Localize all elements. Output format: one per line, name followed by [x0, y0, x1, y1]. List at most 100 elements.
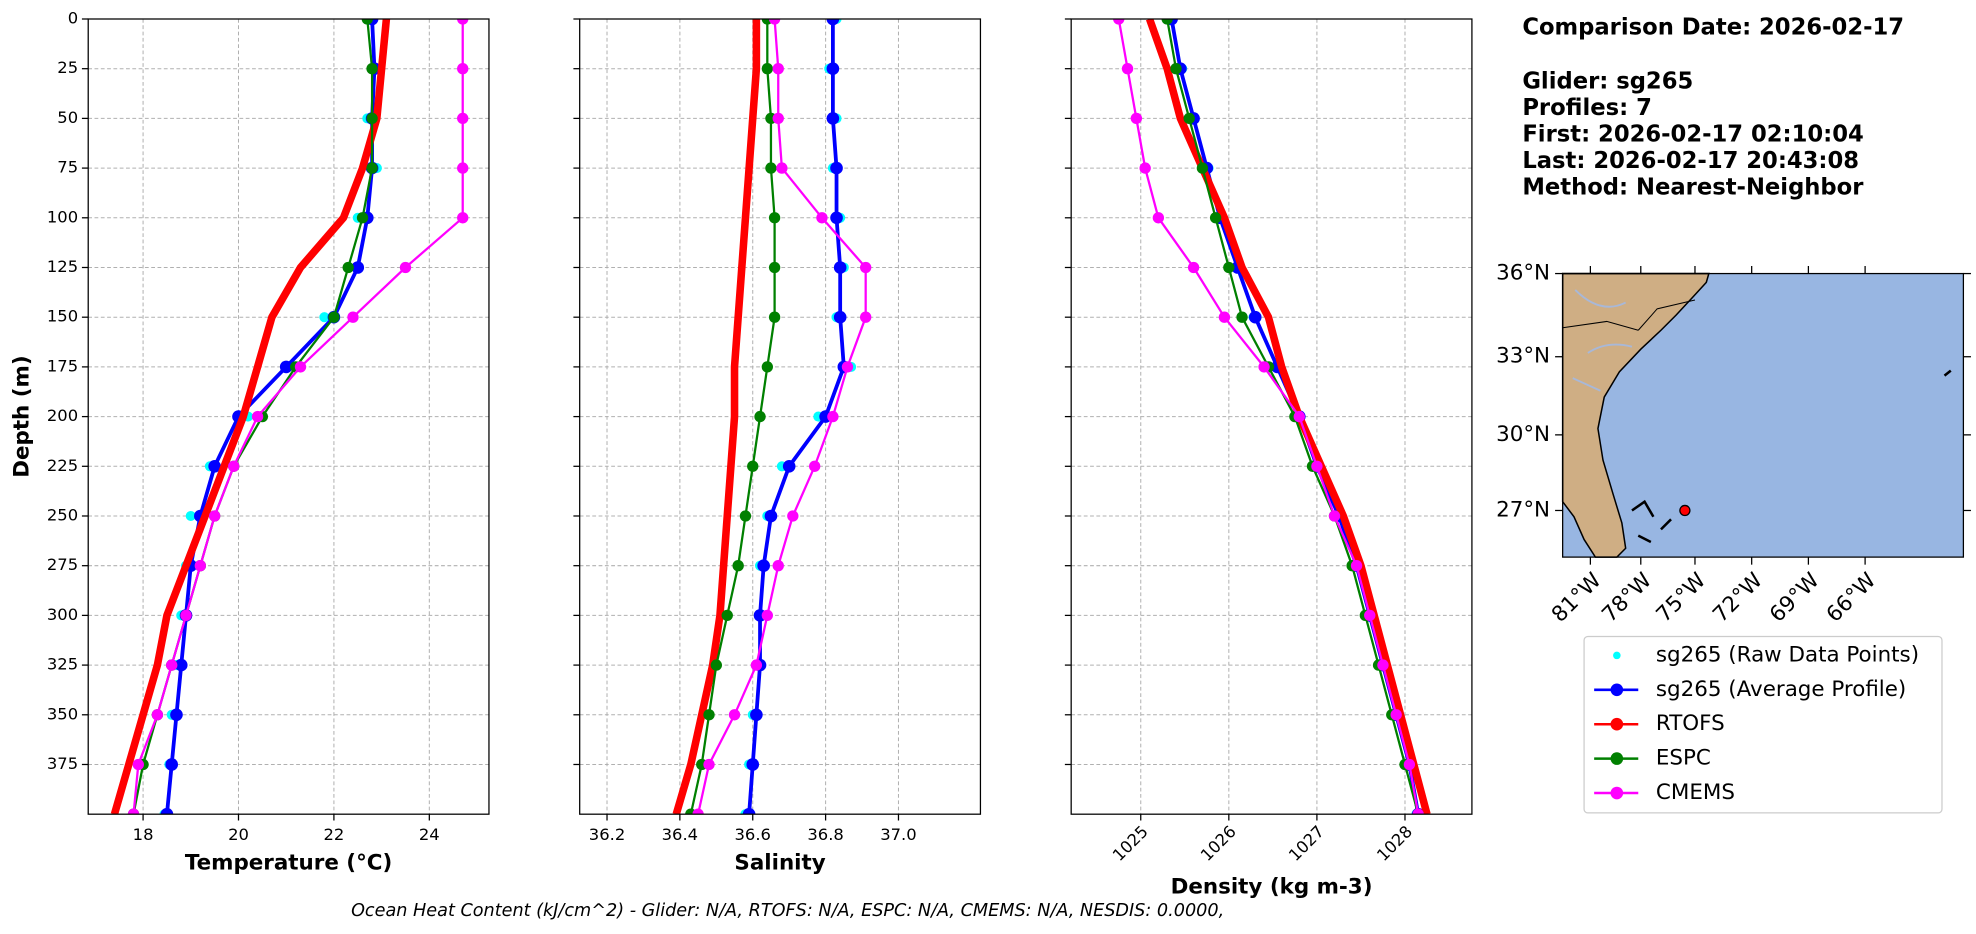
profile-marker — [1364, 609, 1376, 622]
profile-marker — [165, 758, 179, 771]
x-tick-label: 24 — [419, 825, 440, 844]
plot-area — [672, 18, 872, 815]
profile-marker — [174, 658, 188, 672]
lat-label: 36°N — [1496, 261, 1550, 286]
profile-marker — [692, 808, 704, 815]
y-tick-label: 250 — [47, 505, 78, 524]
profile-marker — [703, 758, 715, 771]
y-axis-label: Depth (m) — [10, 355, 35, 477]
land — [1561, 272, 1710, 558]
profile-marker — [1236, 311, 1248, 323]
x-tick-label: 18 — [133, 825, 154, 844]
x-tick-label: 1025 — [1109, 822, 1152, 865]
footer: Ocean Heat Content (kJ/cm^2) - Glider: N… — [351, 901, 1224, 921]
profile-marker — [841, 361, 854, 373]
profile-marker — [366, 63, 378, 75]
profile-marker — [356, 212, 369, 224]
profile-marker — [1258, 361, 1270, 373]
x-tick-label: 36.4 — [662, 825, 698, 844]
profile-marker — [457, 212, 469, 224]
profile-marker — [757, 559, 770, 572]
legend — [1583, 635, 1943, 814]
profile-marker — [166, 659, 178, 671]
profile-marker — [457, 162, 469, 174]
profile-marker — [768, 18, 781, 25]
profile-marker — [816, 212, 828, 224]
profile-marker — [1248, 310, 1262, 324]
raw-point — [185, 510, 196, 522]
profile-marker — [347, 311, 359, 323]
profile-marker — [860, 261, 872, 274]
profile-marker — [761, 361, 773, 373]
lat-label: 27°N — [1496, 497, 1550, 522]
profile-marker — [228, 460, 240, 472]
y-tick-label: 300 — [47, 605, 78, 624]
profile-marker — [739, 510, 752, 522]
profile-marker — [1412, 808, 1424, 815]
profile-marker — [1223, 261, 1235, 274]
profile-marker — [1350, 560, 1363, 572]
profile-marker — [1139, 162, 1151, 174]
lat-label: 30°N — [1496, 422, 1550, 447]
profile-marker — [457, 112, 469, 125]
lon-label: 69°W — [1765, 568, 1824, 627]
y-tick-label: 175 — [47, 356, 78, 375]
x-tick-label: 1026 — [1197, 822, 1240, 865]
lat-label: 33°N — [1496, 344, 1550, 369]
profile-marker — [1170, 63, 1182, 75]
y-tick-label: 375 — [47, 754, 78, 773]
profile-marker — [768, 261, 781, 274]
profile-marker — [351, 261, 365, 274]
x-tick-label: 36.2 — [589, 825, 625, 844]
y-tick-label: 350 — [47, 704, 78, 723]
profile-marker — [721, 609, 733, 622]
profile-marker — [833, 310, 847, 324]
y-tick-label: 125 — [47, 257, 78, 276]
profile-marker — [747, 460, 759, 472]
state-border — [1562, 299, 1696, 331]
profile-marker — [208, 459, 221, 473]
info-line: Last: 2026-02-17 20:43:08 — [1522, 148, 1859, 174]
legend-label: ESPC — [1656, 746, 1711, 771]
profile-marker — [1183, 112, 1195, 125]
profile-marker — [776, 162, 788, 174]
legend-swatch — [1610, 717, 1624, 731]
y-tick-label: 0 — [68, 8, 78, 27]
map — [1561, 272, 1965, 558]
profile-marker — [830, 211, 843, 225]
profile-marker — [782, 459, 796, 473]
y-tick-label: 200 — [47, 406, 78, 425]
legend-label: sg265 (Average Profile) — [1656, 677, 1906, 702]
profile-marker — [361, 18, 373, 25]
x-tick-label: 36.8 — [807, 825, 843, 844]
profile-marker — [710, 659, 722, 671]
profile-marker — [1328, 510, 1341, 522]
x-axis-label: Salinity — [734, 850, 825, 875]
y-tick-label: 50 — [57, 108, 78, 127]
profile-marker — [1403, 758, 1416, 771]
glider-position — [1679, 504, 1691, 517]
islands — [1631, 369, 1952, 544]
axes-frame — [87, 18, 490, 815]
profile-marker — [761, 63, 773, 75]
axes-frame — [579, 18, 982, 815]
y-tick-label: 225 — [47, 456, 78, 475]
y-tick-label: 325 — [47, 655, 78, 674]
profile-marker — [279, 360, 293, 374]
info-line: Comparison Date: 2026-02-17 — [1522, 14, 1904, 40]
info-line: First: 2026-02-17 02:10:04 — [1522, 121, 1863, 147]
profile-marker — [809, 460, 821, 472]
y-tick-label: 100 — [47, 207, 78, 226]
legend-swatch — [1610, 752, 1624, 765]
profile-marker — [1161, 18, 1173, 25]
profile-marker — [826, 18, 840, 26]
profile-marker — [754, 410, 766, 423]
y-tick-label: 150 — [47, 307, 78, 326]
lon-label: 72°W — [1708, 568, 1767, 627]
profile-marker — [1130, 112, 1143, 125]
profile-marker — [746, 758, 760, 771]
profile-marker — [170, 708, 183, 722]
profile-marker — [1187, 261, 1200, 274]
x-tick-label: 22 — [323, 825, 344, 844]
